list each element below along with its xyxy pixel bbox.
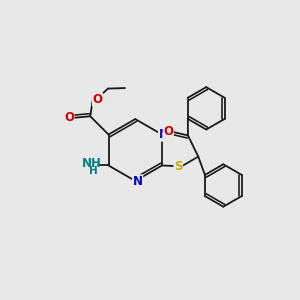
Text: H: H bbox=[89, 166, 98, 176]
Text: O: O bbox=[163, 125, 173, 138]
Text: O: O bbox=[93, 93, 103, 106]
Text: S: S bbox=[174, 160, 182, 172]
Text: N: N bbox=[158, 128, 169, 141]
Text: NH: NH bbox=[82, 157, 102, 169]
Text: N: N bbox=[133, 175, 142, 188]
Text: O: O bbox=[64, 111, 74, 124]
